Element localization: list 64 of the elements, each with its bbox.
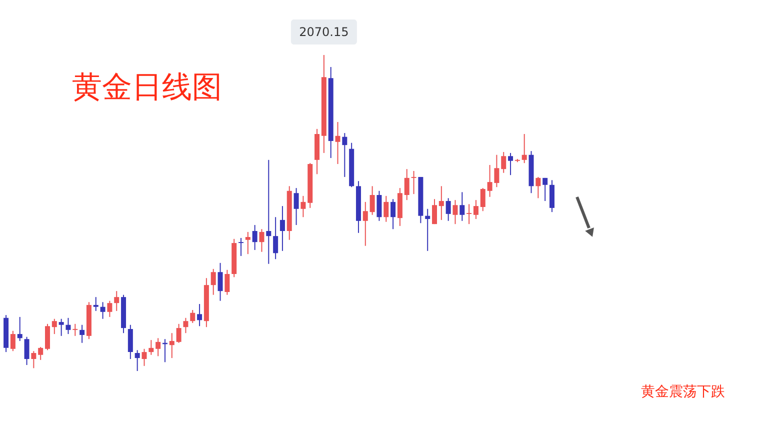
candlestick bbox=[425, 208, 430, 252]
candlestick bbox=[404, 168, 410, 201]
candlestick bbox=[411, 170, 416, 195]
candlestick bbox=[390, 198, 396, 230]
candlestick bbox=[31, 350, 36, 369]
candlestick bbox=[536, 176, 541, 199]
candlestick bbox=[183, 317, 188, 334]
candlestick bbox=[245, 231, 250, 255]
candlestick bbox=[452, 200, 458, 225]
candlestick bbox=[549, 180, 554, 213]
candlestick bbox=[432, 198, 437, 225]
annotation: 2070.15 bbox=[299, 25, 349, 39]
candlestick bbox=[542, 177, 548, 202]
candlestick bbox=[294, 188, 299, 226]
candlestick bbox=[100, 302, 106, 320]
candlestick bbox=[473, 200, 478, 220]
candlestick bbox=[362, 201, 368, 246]
candlestick bbox=[66, 317, 71, 335]
candlestick bbox=[80, 324, 85, 344]
candlestick bbox=[508, 152, 514, 176]
candlestick bbox=[210, 268, 216, 296]
candlestick bbox=[224, 269, 230, 296]
candlestick bbox=[273, 216, 278, 260]
text: 黄金震荡下跌 bbox=[641, 384, 725, 400]
candlestick bbox=[17, 316, 22, 342]
candlestick bbox=[446, 198, 451, 222]
candlestick bbox=[376, 190, 382, 222]
candlestick bbox=[370, 186, 375, 216]
candlestick bbox=[52, 318, 57, 335]
candlestick bbox=[58, 318, 64, 336]
candlestick bbox=[238, 237, 244, 256]
candlestick bbox=[45, 323, 50, 351]
candlestick bbox=[480, 188, 486, 212]
candlestick bbox=[93, 296, 98, 312]
candlestick bbox=[142, 348, 147, 366]
text: 黄金日线图 bbox=[72, 70, 222, 105]
candlestick bbox=[335, 121, 340, 165]
candlestick bbox=[197, 304, 202, 327]
candlestick bbox=[252, 224, 258, 250]
candlestick bbox=[384, 195, 389, 222]
candlestick bbox=[501, 152, 506, 174]
candlestick bbox=[148, 340, 154, 356]
candlestick bbox=[266, 159, 272, 264]
candlestick bbox=[156, 338, 161, 357]
candlestick bbox=[38, 346, 44, 360]
candlestick bbox=[176, 323, 182, 344]
candlestick bbox=[342, 132, 348, 178]
candlestick bbox=[218, 262, 223, 302]
candlestick bbox=[466, 204, 472, 225]
candlestick bbox=[522, 134, 527, 164]
candlestick bbox=[259, 228, 264, 252]
candlestick bbox=[300, 195, 306, 218]
candlestick bbox=[114, 290, 120, 312]
candlestick bbox=[10, 330, 16, 352]
candlestick bbox=[438, 186, 444, 220]
candlestick bbox=[460, 192, 465, 222]
candlestick bbox=[190, 310, 196, 324]
candlestick bbox=[24, 336, 30, 366]
candlestick bbox=[128, 324, 133, 360]
candlestick bbox=[107, 300, 112, 318]
candlestick bbox=[169, 332, 174, 359]
candlestick bbox=[72, 323, 78, 336]
candlestick bbox=[280, 206, 285, 252]
candlestick bbox=[134, 350, 140, 372]
